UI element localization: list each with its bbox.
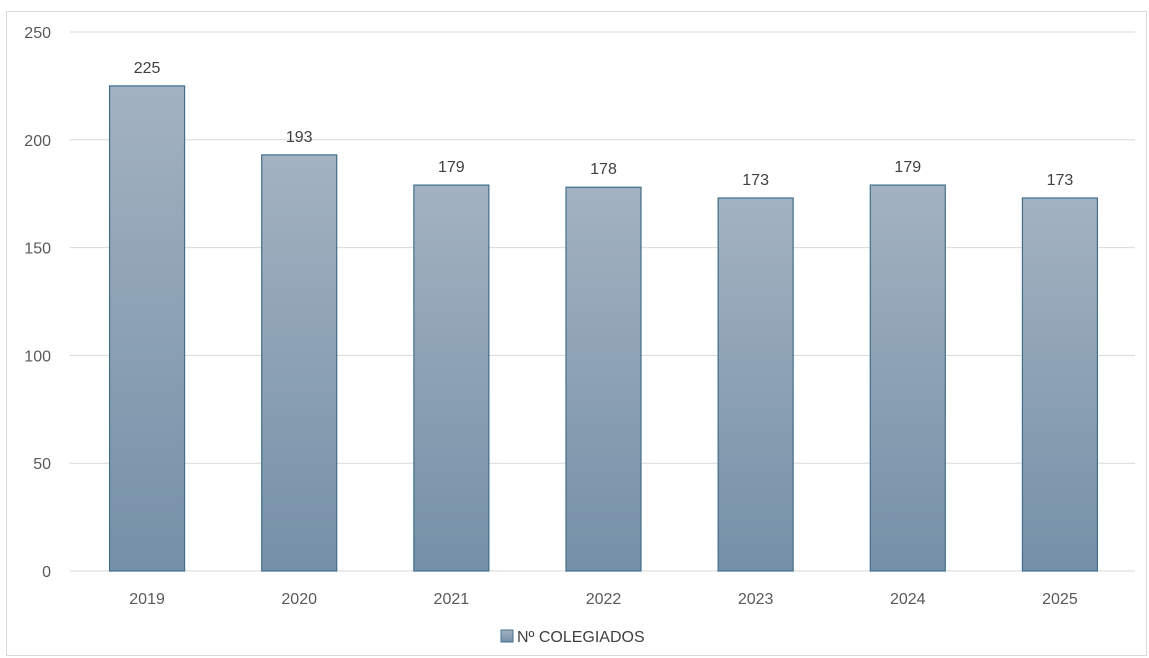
data-label-2021: 179 (438, 159, 465, 176)
y-axis: 0 50 100 150 200 250 (24, 25, 51, 581)
data-label-2025: 173 (1047, 172, 1074, 189)
bar-2025 (1021, 197, 1099, 572)
bar-2019 (108, 85, 186, 572)
x-tick-label: 2023 (738, 591, 774, 608)
data-label-2019: 225 (134, 60, 161, 77)
bar-2021 (413, 184, 490, 572)
bar-2022 (565, 186, 642, 572)
data-label-2024: 179 (894, 159, 921, 176)
x-tick-label: 2024 (890, 591, 926, 608)
legend-swatch (500, 629, 514, 643)
gridlines (70, 31, 1135, 572)
bar-2023 (717, 197, 794, 572)
bars (108, 85, 1099, 572)
y-tick-label: 250 (24, 25, 51, 42)
data-label-2023: 173 (742, 172, 769, 189)
y-tick-label: 50 (33, 456, 51, 473)
y-tick-label: 150 (24, 241, 51, 258)
x-axis: 2019 2020 2021 2022 2023 2024 2025 (129, 591, 1078, 608)
y-tick-label: 0 (42, 564, 51, 581)
y-tick-label: 100 (24, 348, 51, 365)
x-tick-label: 2022 (586, 591, 622, 608)
bar-2024 (869, 184, 946, 572)
legend: Nº COLEGIADOS (500, 629, 645, 646)
x-tick-label: 2019 (129, 591, 165, 608)
x-tick-label: 2025 (1042, 591, 1078, 608)
y-tick-label: 200 (24, 133, 51, 150)
x-tick-label: 2020 (281, 591, 317, 608)
bar-2020 (261, 154, 338, 572)
legend-label: Nº COLEGIADOS (517, 629, 645, 646)
chart-frame (6, 11, 1147, 656)
data-labels: 225 193 179 178 173 179 173 (134, 60, 1074, 189)
data-label-2022: 178 (590, 161, 617, 178)
x-tick-label: 2021 (434, 591, 470, 608)
data-label-2020: 193 (286, 129, 313, 146)
